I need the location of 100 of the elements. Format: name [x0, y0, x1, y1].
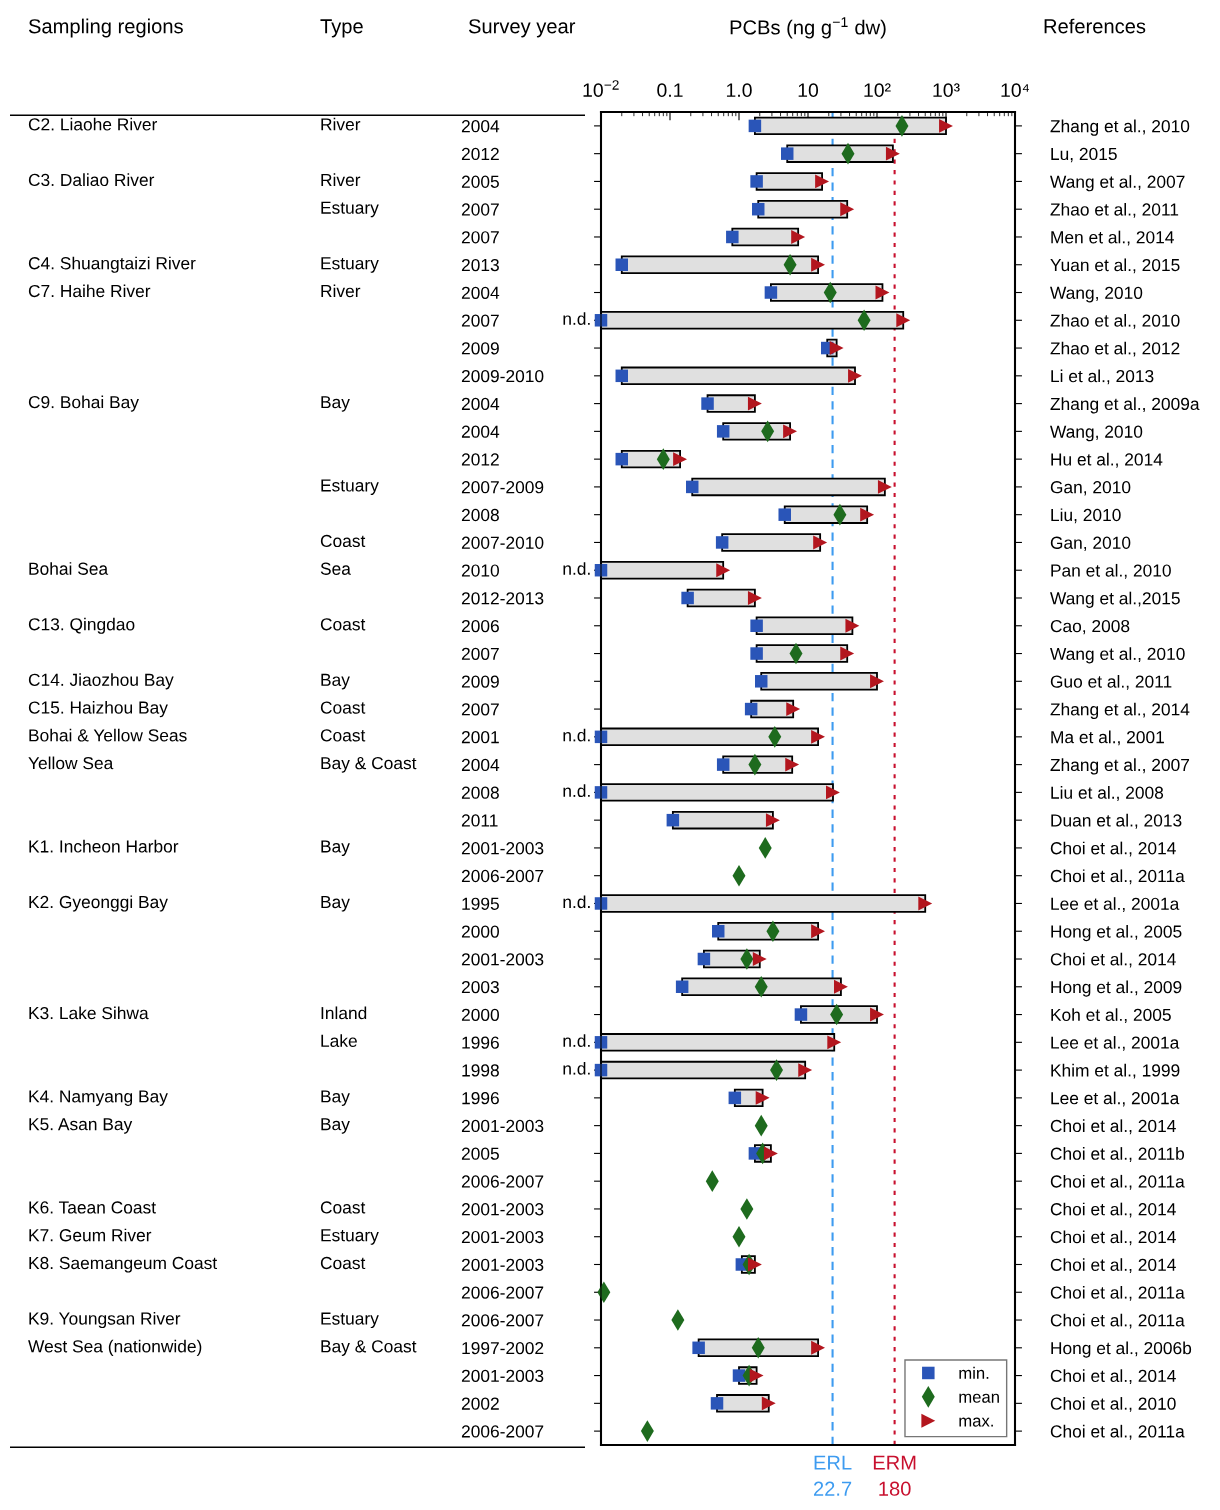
category-label: Bohai & Yellow Seas: [29, 728, 187, 742]
y-tick-label: 2005: [461, 175, 499, 188]
y2-tick-label: Yuan et al., 2015: [1050, 258, 1180, 274]
category-label: Bay & Coast: [321, 1340, 417, 1356]
category-label: C14. Jiaozhou Bay: [28, 673, 174, 690]
category-label: River: [321, 284, 361, 298]
y-tick-label: 2006: [461, 619, 499, 633]
data-label: n.d.: [563, 1062, 590, 1075]
y-tick-label: 2001-2003: [461, 842, 544, 855]
y2-tick-label: Choi et al., 2011a: [1050, 1424, 1185, 1440]
legend-label: max.: [959, 1417, 993, 1427]
legend-label: min.: [959, 1366, 989, 1379]
y2-tick-label: Zhao et al., 2011: [1050, 202, 1179, 218]
y-tick-label: 2004: [461, 397, 500, 411]
category-label: K7. Geum River: [29, 1228, 152, 1242]
y2-tick-label: Choi et al., 2014: [1050, 1119, 1176, 1135]
y2-tick-label: Wang, 2010: [1050, 286, 1143, 303]
y-tick-label: 2004: [461, 425, 500, 438]
category-label: K6. Taean Coast: [29, 1201, 156, 1214]
category-label: K3. Lake Sihwa: [29, 1006, 149, 1020]
category-label: C13. Qingdao: [28, 617, 135, 634]
y2-tick-label: Ma et al., 2001: [1051, 730, 1164, 746]
x-tick-label: 10: [798, 83, 819, 98]
ref-line-label: ERL 22.7: [813, 1455, 852, 1496]
y2-tick-label: Pan et al., 2010: [1051, 563, 1171, 579]
y2-tick-label: Choi et al., 2014: [1050, 952, 1176, 968]
y-tick-label: 2006-2007: [461, 1286, 544, 1299]
y2-tick-label: Choi et al., 2011a: [1050, 1285, 1185, 1301]
y-tick-label: 2013: [461, 258, 499, 272]
y-tick-label: 2006-2007: [461, 869, 544, 883]
y-tick-label: 2007: [461, 203, 499, 216]
y-tick-label: 2007: [461, 231, 499, 244]
y2-tick-label: Men et al., 2014: [1051, 230, 1174, 246]
category-label: Bay: [321, 1090, 350, 1106]
category-label: K4. Namyang Bay: [29, 1090, 168, 1106]
y-tick-label: 2000: [461, 925, 499, 938]
y-tick-label: 2004: [461, 286, 500, 299]
data-label: n.d.: [563, 895, 590, 909]
y-tick-label: 2007-2010: [461, 536, 544, 549]
y-tick-label: 2007: [461, 647, 499, 660]
y2-tick-label: Wang et al., 2010: [1050, 647, 1185, 664]
y-tick-label: 2006-2007: [461, 1425, 544, 1438]
y-tick-label: 2004: [461, 120, 500, 133]
category-label: Lake: [321, 1034, 357, 1047]
x-tick-label: 10²: [864, 83, 891, 98]
category-label: Estuary: [321, 1229, 379, 1245]
x-tick-label: 10³: [933, 83, 960, 98]
x-tick-label: 10$^{−2}$: [583, 80, 619, 98]
category-label: Estuary: [321, 1312, 379, 1329]
data-label: n.d.: [563, 784, 590, 798]
y2-tick-label: Choi et al., 2011a: [1050, 1313, 1185, 1329]
y2-tick-label: Lee et al., 2001a: [1051, 1091, 1180, 1107]
category-label: K8. Saemangeum Coast: [29, 1256, 218, 1273]
y2-tick-label: Gan, 2010: [1050, 536, 1131, 551]
legend-label: mean: [959, 1393, 999, 1403]
y-tick-label: 2002: [461, 1397, 499, 1410]
y2-tick-label: Choi et al., 2014: [1050, 1369, 1176, 1385]
y-tick-label: 2004: [461, 758, 500, 772]
y2-tick-label: Khim et al., 1999: [1051, 1063, 1180, 1079]
category-label: Bay: [321, 840, 350, 857]
y-tick-label: 2001-2003: [461, 1258, 544, 1271]
data-label: n.d.: [563, 1034, 590, 1047]
y-tick-label: 2000: [461, 1008, 499, 1022]
category-label: Bohai Sea: [29, 562, 109, 575]
category-label: Estuary: [321, 479, 379, 495]
y-tick-label: 2009-2010: [461, 369, 544, 383]
y2-tick-label: Choi et al., 2010: [1050, 1397, 1176, 1412]
y-tick-label: 2003: [461, 980, 499, 994]
category-label: Bay: [321, 396, 350, 412]
y2-tick-label: Duan et al., 2013: [1051, 813, 1182, 829]
y2-tick-label: Choi et al., 2011b: [1050, 1147, 1185, 1162]
category-label: Inland: [321, 1006, 367, 1020]
y2-tick-label: Lee et al., 2001a: [1051, 1036, 1180, 1051]
ref-line-label: ERM 180: [873, 1455, 916, 1496]
y2-tick-label: Wang et al., 2007: [1050, 175, 1185, 192]
y-tick-label: 2009: [461, 342, 499, 355]
y-tick-label: 2011: [461, 814, 498, 827]
y2-tick-label: Choi et al., 2011a: [1050, 869, 1185, 885]
y-tick-label: 2010: [461, 564, 499, 577]
category-label: K1. Incheon Harbor: [29, 839, 179, 853]
y2-tick-label: Zhao et al., 2012: [1050, 341, 1180, 357]
y2-tick-label: Li et al., 2013: [1051, 369, 1154, 385]
category-label: Estuary: [321, 201, 379, 218]
y2-tick-label: Zhang et al., 2007: [1050, 758, 1190, 775]
y2-tick-label: Zhang et al., 2010: [1050, 119, 1190, 136]
y-tick-label: 1997-2002: [462, 1341, 544, 1355]
y2-tick-label: Wang et al.,2015: [1050, 591, 1180, 608]
category-label: Bay: [321, 1118, 350, 1134]
x-axis-title: PCBs (ng g$^{−1}$ dw): [730, 17, 886, 39]
y-tick-label: 2001: [461, 731, 499, 744]
text: Type: [320, 19, 363, 38]
y2-tick-label: Guo et al., 2011: [1050, 675, 1172, 690]
category-label: C3. Daliao River: [28, 173, 155, 187]
y-tick-label: 2001-2003: [461, 1119, 544, 1133]
x-tick-label: 10⁴: [1001, 83, 1030, 98]
category-label: Coast: [320, 534, 366, 548]
y-tick-label: 2001-2003: [461, 1369, 544, 1383]
category-label: Coast: [320, 729, 366, 742]
category-label: Coast: [320, 1256, 366, 1270]
category-label: Bay: [321, 673, 350, 690]
